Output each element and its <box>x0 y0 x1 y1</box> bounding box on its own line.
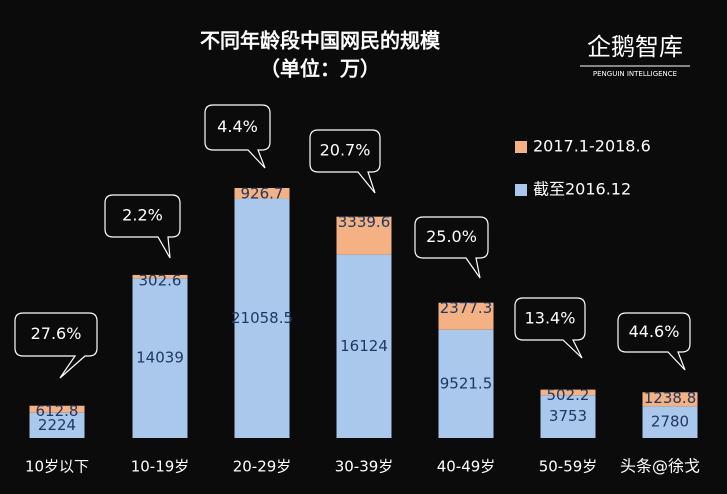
chart-subtitle: （单位：万） <box>260 57 380 81</box>
callout-box <box>309 129 381 194</box>
x-tick-label: 10岁以下 <box>25 458 89 476</box>
value-label: 302.6 <box>139 271 182 289</box>
legend-label: 截至2016.12 <box>533 180 631 199</box>
callout-label: 2.2% <box>122 206 163 225</box>
callout-label: 13.4% <box>525 309 576 328</box>
bar-segment <box>336 254 392 438</box>
value-label: 926.7 <box>241 185 284 203</box>
legend-label: 2017.1-2018.6 <box>533 137 651 156</box>
callout-box <box>617 312 691 371</box>
x-tick-label: 50-59岁 <box>539 458 598 476</box>
bar-segment <box>642 392 698 407</box>
bar-segment <box>132 278 188 438</box>
value-label: 14039 <box>136 349 184 367</box>
bar-segment <box>540 389 596 396</box>
chart-title: 不同年龄段中国网民的规模 <box>200 29 441 53</box>
callout-label: 27.6% <box>31 324 82 343</box>
callout-box <box>414 216 489 279</box>
x-tick-label: 40-49岁 <box>437 458 496 476</box>
value-label: 16124 <box>340 337 388 355</box>
callout-box <box>204 104 271 169</box>
callout-label: 20.7% <box>320 141 371 160</box>
value-label: 2377.3 <box>440 299 493 317</box>
value-label: 502.2 <box>547 386 590 404</box>
callout-box <box>104 194 181 259</box>
value-label: 2224 <box>38 416 76 434</box>
value-label: 21058.5 <box>231 309 293 327</box>
bar-segment <box>540 395 596 438</box>
x-tick-label: 30-39岁 <box>335 458 394 476</box>
bar-segment <box>29 405 85 413</box>
value-label: 1238.8 <box>644 389 697 407</box>
bar-segment <box>234 198 290 438</box>
callout-box <box>14 312 98 379</box>
callout-box <box>514 297 586 359</box>
callout-label: 25.0% <box>426 227 477 246</box>
logo-subtitle: PENGUIN INTELLIGENCE <box>593 70 677 78</box>
watermark: 头条@徐戈 <box>620 457 700 476</box>
value-label: 2780 <box>651 413 689 431</box>
bar-segment <box>642 406 698 438</box>
value-label: 3339.6 <box>338 213 391 231</box>
logo: 企鹅智库 <box>587 33 683 61</box>
x-tick-label: 10-19岁 <box>131 458 190 476</box>
value-label: 612.8 <box>36 402 79 420</box>
bar-segment <box>132 274 188 279</box>
x-tick-label: 20-29岁 <box>233 458 292 476</box>
callout-label: 44.6% <box>629 322 680 341</box>
bar-segment <box>234 188 290 199</box>
legend-swatch <box>515 141 527 153</box>
value-label: 9521.5 <box>440 374 493 392</box>
bar-segment <box>336 216 392 255</box>
bar-segment <box>29 412 85 438</box>
value-label: 3753 <box>549 407 587 425</box>
callout-label: 4.4% <box>217 117 258 136</box>
bar-segment <box>438 302 494 330</box>
bar-segment <box>438 329 494 438</box>
legend-swatch <box>515 184 527 196</box>
